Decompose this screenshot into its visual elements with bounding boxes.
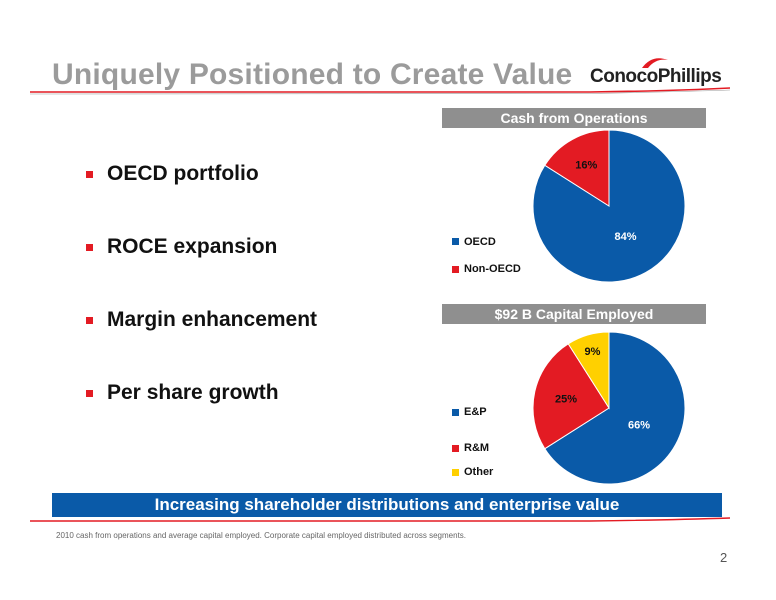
bullet-item: ROCE expansion xyxy=(86,235,317,308)
legend-label: Other xyxy=(464,466,494,478)
bullet-square-icon xyxy=(86,244,93,251)
pie-slice-r-m xyxy=(532,343,610,450)
footnote: 2010 cash from operations and average ca… xyxy=(56,531,467,540)
pie-slice-non-oecd xyxy=(544,129,610,207)
chart-title-capital: $92 B Capital Employed xyxy=(442,304,706,324)
pie-slice-e-p xyxy=(544,331,686,485)
legend-label: Non-OECD xyxy=(464,263,521,275)
bullet-square-icon xyxy=(86,171,93,178)
bullet-text: Per share growth xyxy=(107,381,279,404)
bullet-text: Margin enhancement xyxy=(107,308,318,331)
legend-cash: OECD Non-OECD xyxy=(452,220,521,275)
pie-chart-capital: 66% 25% 9% xyxy=(532,331,686,485)
pie-slice-oecd xyxy=(532,129,686,283)
bullet-square-icon xyxy=(86,390,93,397)
legend-item: R&M xyxy=(452,430,493,466)
legend-capital: E&P R&M Other xyxy=(452,394,493,478)
bullet-list: OECD portfolio ROCE expansion Margin enh… xyxy=(86,162,317,454)
bullet-text: ROCE expansion xyxy=(107,235,278,258)
bullet-item: OECD portfolio xyxy=(86,162,317,235)
pie-data-label: 9% xyxy=(585,346,601,358)
pie-chart-cash: 84% 16% xyxy=(532,129,686,283)
logo-swoosh-icon xyxy=(642,58,668,68)
summary-banner: Increasing shareholder distributions and… xyxy=(52,493,722,517)
chart-title-cash: Cash from Operations xyxy=(442,108,706,128)
bottom-rule xyxy=(30,517,731,522)
legend-swatch xyxy=(452,265,459,273)
legend-label: R&M xyxy=(464,442,490,454)
legend-item: Other xyxy=(452,466,493,478)
legend-swatch xyxy=(452,444,459,452)
bullet-text: OECD portfolio xyxy=(107,162,259,185)
bullet-item: Margin enhancement xyxy=(86,308,317,381)
legend-swatch xyxy=(452,408,459,416)
legend-swatch xyxy=(452,468,459,476)
pie-data-label: 16% xyxy=(575,160,597,172)
legend-label: E&P xyxy=(464,406,487,418)
slide-title: Uniquely Positioned to Create Value xyxy=(52,58,573,91)
logo-wordmark: ConocoPhillips xyxy=(590,66,722,87)
pie-data-label: 84% xyxy=(614,231,636,243)
legend-label: OECD xyxy=(464,235,496,248)
company-logo: ConocoPhillips xyxy=(590,58,735,100)
bullet-item: Per share growth xyxy=(86,381,317,454)
legend-swatch xyxy=(452,238,459,245)
legend-item: Non-OECD xyxy=(452,263,521,275)
pie-data-label: 25% xyxy=(555,393,577,405)
pie-data-label: 66% xyxy=(628,419,650,431)
page-number: 2 xyxy=(720,550,728,565)
pie-slice-other xyxy=(567,331,610,410)
legend-item: OECD xyxy=(452,220,521,263)
title-underline xyxy=(30,87,731,95)
legend-item: E&P xyxy=(452,394,493,430)
bullet-square-icon xyxy=(86,317,93,324)
